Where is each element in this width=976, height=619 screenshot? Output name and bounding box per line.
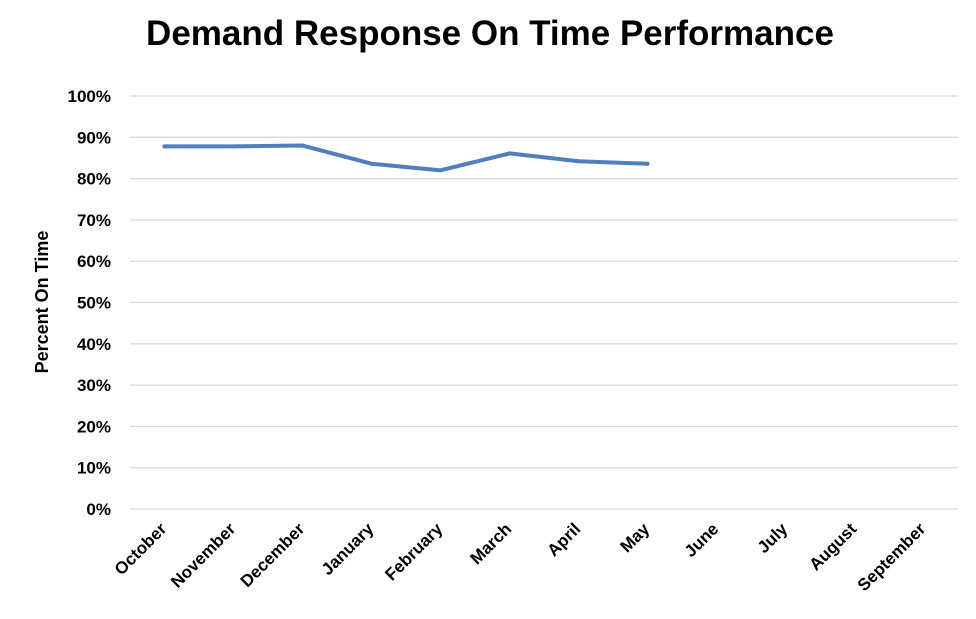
- data-point: [645, 161, 650, 166]
- y-tick-label: 0%: [86, 500, 111, 519]
- data-point: [162, 144, 167, 149]
- data-point: [507, 151, 512, 156]
- y-axis-title: Percent On Time: [32, 231, 52, 374]
- y-tick-label: 30%: [77, 376, 111, 395]
- x-tick-label: November: [167, 519, 239, 591]
- data-point: [438, 168, 443, 173]
- y-tick-labels: 0% 10% 20% 30% 40% 50% 60% 70% 80% 90% 100%: [68, 87, 111, 519]
- y-tick-label: 20%: [77, 417, 111, 436]
- x-tick-label: January: [318, 519, 378, 579]
- y-tick-label: 50%: [77, 294, 111, 313]
- gridlines: [130, 95, 958, 510]
- y-tick-label: 40%: [77, 335, 111, 354]
- y-tick-label: 80%: [77, 170, 111, 189]
- x-tick-label: May: [617, 519, 654, 556]
- x-tick-label: October: [111, 519, 171, 579]
- x-tick-label: September: [854, 519, 930, 595]
- y-tick-label: 10%: [77, 459, 111, 478]
- x-tick-label: July: [754, 519, 792, 557]
- x-tick-label: April: [544, 519, 585, 560]
- x-tick-label: March: [466, 519, 515, 568]
- chart-title: Demand Response On Time Performance: [146, 14, 834, 53]
- x-tick-label: February: [381, 519, 446, 584]
- x-tick-label: December: [237, 519, 309, 591]
- y-tick-label: 100%: [68, 87, 111, 106]
- x-tick-label: August: [805, 519, 860, 574]
- y-tick-label: 90%: [77, 128, 111, 147]
- series-lines: [162, 143, 650, 173]
- data-point: [231, 144, 236, 149]
- x-tick-label: June: [681, 519, 722, 560]
- series-line: [162, 143, 650, 173]
- y-tick-label: 60%: [77, 252, 111, 271]
- y-tick-label: 70%: [77, 211, 111, 230]
- data-point: [576, 159, 581, 164]
- data-point: [369, 161, 374, 166]
- data-point: [300, 143, 305, 148]
